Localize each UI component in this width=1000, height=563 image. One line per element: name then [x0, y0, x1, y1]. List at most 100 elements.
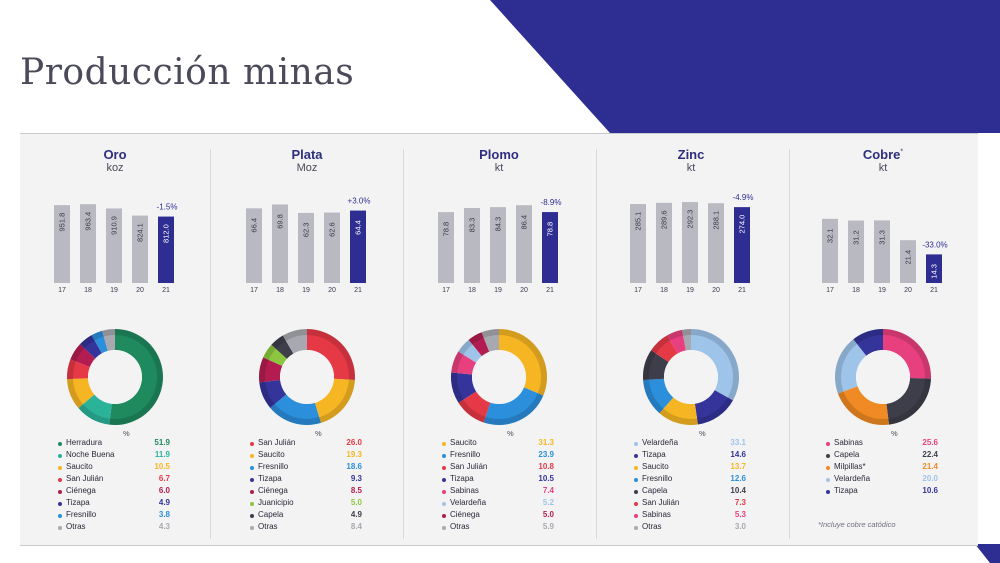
legend-item: Fresnillo 12.6 — [634, 474, 754, 486]
column-divider — [210, 149, 211, 539]
metal-title: Oro — [103, 147, 127, 162]
donut-center — [856, 350, 910, 404]
legend-swatch — [58, 526, 62, 530]
x-tick-label: 19 — [494, 287, 502, 293]
bar — [926, 254, 942, 283]
legend-item: Noche Buena 11.9 — [58, 450, 178, 462]
legend-label: Tizapa — [834, 486, 858, 495]
donut-slice-rim — [667, 329, 684, 341]
column-zinc: Zinc kt 285.1 17 289.6 18 292.3 19 288.1 20 274.… — [596, 133, 786, 544]
donut-slice-rim — [888, 378, 931, 425]
legend-swatch — [826, 442, 830, 446]
legend-value: 31.3 — [538, 438, 554, 447]
legend-value: 51.9 — [154, 438, 170, 447]
legend-value: 13.7 — [730, 462, 746, 471]
legend-item: Sabinas 5.3 — [634, 510, 754, 522]
donut-chart-plata — [259, 329, 356, 425]
legend-swatch — [250, 502, 254, 506]
donut-chart-plomo — [450, 329, 548, 426]
legend-item: Sabinas 7.4 — [442, 486, 562, 498]
legend-value: 5.0 — [350, 498, 362, 507]
bar — [516, 205, 532, 283]
bar-value-label: 62.3 — [302, 223, 311, 238]
bar-value-label: 812.0 — [162, 224, 171, 243]
bar-chart-zinc: 285.1 17 289.6 18 292.3 19 288.1 20 274.0 21 -4.9% — [630, 193, 754, 293]
legend-label: San Julián — [450, 462, 488, 471]
donut-slice-rim — [67, 359, 76, 380]
bar-chart-oro: 951.8 17 963.4 18 910.9 19 824.1 20 812.0 21 -1.5% — [54, 203, 177, 293]
change-label: +3.0% — [348, 197, 371, 206]
donut-slice — [642, 350, 669, 381]
change-label: -4.9% — [733, 193, 754, 202]
x-tick-label: 21 — [930, 287, 938, 293]
legend-value: 25.6 — [922, 438, 938, 447]
legend-swatch — [634, 478, 638, 482]
legend-swatch — [442, 514, 446, 518]
donut-slice — [667, 329, 686, 354]
legend-swatch — [250, 490, 254, 494]
x-tick-label: 19 — [686, 287, 694, 293]
donut-slice — [263, 344, 287, 366]
legend-swatch — [442, 502, 446, 506]
bar-value-label: 78.8 — [442, 222, 451, 237]
legend-label: Ciénega — [450, 510, 480, 519]
bar-value-label: 910.9 — [110, 216, 119, 235]
bar — [848, 220, 864, 283]
legend-swatch — [634, 502, 638, 506]
column-oro: Oro koz 951.8 17 963.4 18 910.9 19 824.1 20 812.… — [20, 133, 210, 544]
donut-slice-rim — [451, 351, 464, 374]
legend-item: Otras 4.3 — [58, 522, 178, 534]
legend-item: Sabinas 25.6 — [826, 438, 946, 450]
donut-slice — [78, 394, 112, 425]
legend-value: 7.3 — [734, 498, 746, 507]
bar-value-label: 84.3 — [494, 217, 503, 232]
legend-value: 4.3 — [158, 522, 170, 531]
donut-slice-rim — [643, 379, 664, 414]
bar-value-label: 69.8 — [276, 214, 285, 229]
donut-slice-rim — [499, 329, 548, 396]
donut-slice — [70, 344, 96, 368]
bar — [900, 240, 916, 283]
legend-value: 6.7 — [158, 474, 170, 483]
legend-label: Herradura — [66, 438, 103, 447]
legend-value: 8.5 — [350, 486, 362, 495]
column-plata: Plata Moz 66.4 17 69.8 18 62.3 19 62.6 20 64.4 21… — [212, 133, 402, 544]
legend-item: Ciénega 6.0 — [58, 486, 178, 498]
legend-value: 5.0 — [542, 510, 554, 519]
donut-chart-oro — [67, 329, 163, 425]
legend-item: Velardeña 5.2 — [442, 498, 562, 510]
donut-slice — [694, 390, 733, 425]
bar — [682, 202, 698, 283]
x-tick-label: 19 — [302, 287, 310, 293]
bar — [734, 207, 750, 283]
donut-slice-rim — [109, 329, 163, 425]
donut-slice — [468, 332, 490, 357]
metal-unit: kt — [686, 162, 696, 174]
bar — [246, 208, 262, 283]
donut-slice — [270, 394, 321, 425]
donut-center — [280, 350, 334, 404]
legend-swatch — [442, 490, 446, 494]
legend-swatch — [58, 514, 62, 518]
bar — [630, 204, 646, 283]
legend-value: 11.9 — [154, 450, 170, 459]
legend-swatch — [250, 514, 254, 518]
x-tick-label: 18 — [276, 287, 284, 293]
column-divider — [596, 149, 597, 539]
legend-swatch — [250, 478, 254, 482]
donut-slice-rim — [307, 329, 356, 381]
bar-value-label: 78.8 — [546, 222, 555, 237]
legend-item: Velardeña 33.1 — [634, 438, 754, 450]
legend-label: Fresnillo — [258, 462, 289, 471]
legend-item: Otras 3.0 — [634, 522, 754, 534]
legend-swatch — [826, 478, 830, 482]
legend-value: 22.4 — [922, 450, 938, 459]
legend-swatch — [634, 526, 638, 530]
legend-swatch — [58, 490, 62, 494]
bar-chart-plata: 66.4 17 69.8 18 62.3 19 62.6 20 64.4 21 +3.0% — [246, 197, 371, 293]
legend-value: 5.3 — [734, 510, 746, 519]
x-tick-label: 18 — [660, 287, 668, 293]
legend-swatch — [826, 490, 830, 494]
legend-label: Sabinas — [450, 486, 479, 495]
